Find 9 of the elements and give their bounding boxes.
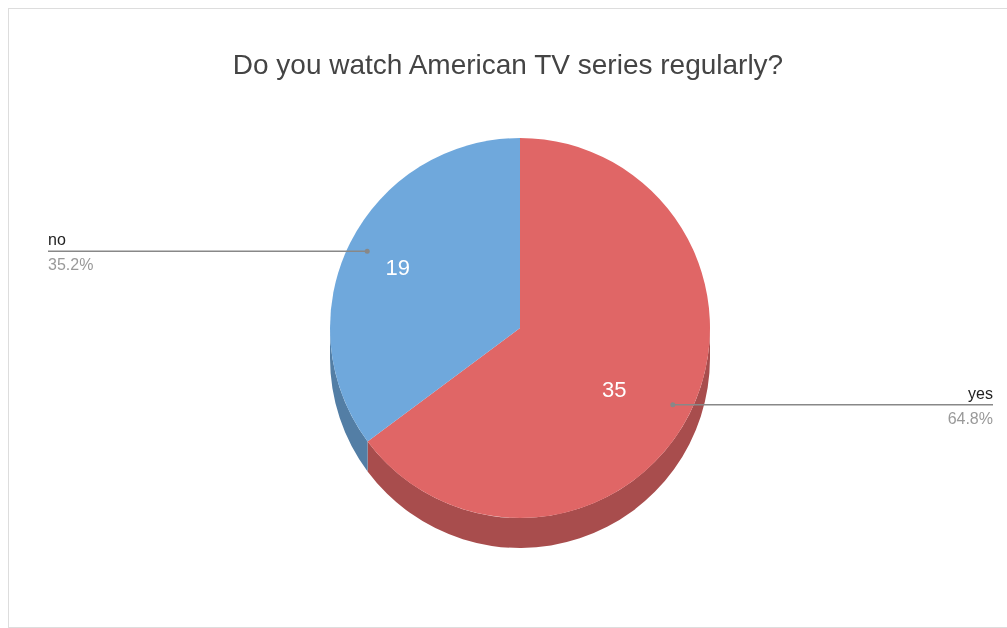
data-label: 19 bbox=[385, 254, 410, 280]
pie-slice bbox=[367, 138, 710, 518]
slice-label: yes bbox=[968, 384, 993, 402]
slice-label: no bbox=[48, 231, 66, 249]
chart-title: Do you watch American TV series regularly? bbox=[232, 49, 784, 80]
text: 64.8% bbox=[947, 409, 993, 427]
pie-slice bbox=[330, 138, 520, 442]
data-label: 35 bbox=[602, 377, 627, 403]
text: 35.2% bbox=[48, 256, 94, 274]
